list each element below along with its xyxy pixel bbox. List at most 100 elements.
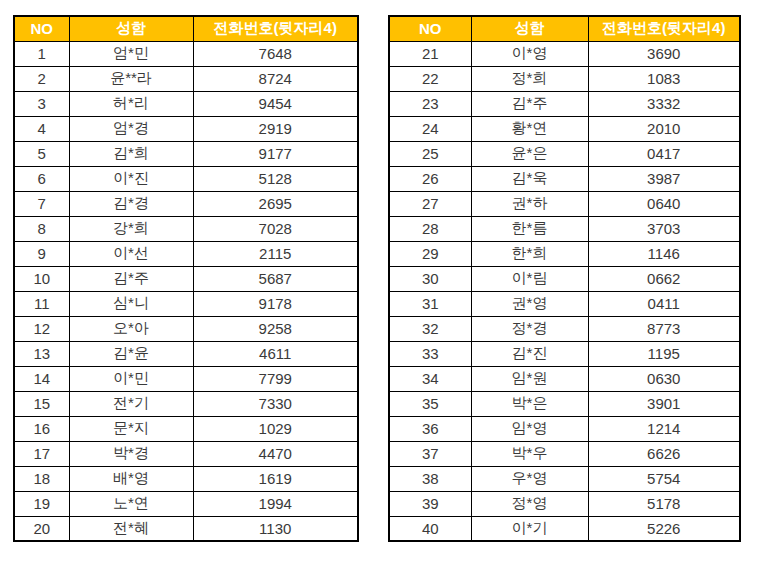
- row-name: 김*희: [69, 141, 193, 166]
- row-name: 오*아: [69, 316, 193, 341]
- row-phone: 7330: [193, 391, 358, 416]
- table-row: 35박*은3901: [389, 391, 740, 416]
- row-name: 권*하: [471, 191, 588, 216]
- row-phone: 3901: [588, 391, 740, 416]
- row-name: 이*선: [69, 241, 193, 266]
- row-name: 김*진: [471, 341, 588, 366]
- row-no: 33: [389, 341, 471, 366]
- row-name: 강*희: [69, 216, 193, 241]
- row-name: 박*우: [471, 441, 588, 466]
- table-row: 32정*경8773: [389, 316, 740, 341]
- row-phone: 6626: [588, 441, 740, 466]
- row-name: 이*영: [471, 41, 588, 66]
- table-row: 6이*진5128: [14, 166, 358, 191]
- row-phone: 2115: [193, 241, 358, 266]
- row-no: 8: [14, 216, 69, 241]
- row-phone: 9177: [193, 141, 358, 166]
- row-name: 윤*은: [471, 141, 588, 166]
- row-phone: 9454: [193, 91, 358, 116]
- row-no: 4: [14, 116, 69, 141]
- row-no: 37: [389, 441, 471, 466]
- row-name: 임*원: [471, 366, 588, 391]
- header-row: NO 성함 전화번호(뒷자리4): [14, 16, 358, 41]
- row-phone: 3332: [588, 91, 740, 116]
- table-row: 14이*민7799: [14, 366, 358, 391]
- row-name: 이*민: [69, 366, 193, 391]
- table-row: 10김*주5687: [14, 266, 358, 291]
- row-no: 34: [389, 366, 471, 391]
- table-row: 30이*림0662: [389, 266, 740, 291]
- row-no: 18: [14, 466, 69, 491]
- row-name: 허*리: [69, 91, 193, 116]
- row-phone: 8773: [588, 316, 740, 341]
- row-phone: 0630: [588, 366, 740, 391]
- table-row: 4엄*경2919: [14, 116, 358, 141]
- row-name: 심*니: [69, 291, 193, 316]
- row-no: 17: [14, 441, 69, 466]
- row-no: 14: [14, 366, 69, 391]
- row-name: 김*경: [69, 191, 193, 216]
- row-name: 한*희: [471, 241, 588, 266]
- attendee-table-left: NO 성함 전화번호(뒷자리4) 1엄*민76482윤**라87243허*리94…: [13, 15, 359, 542]
- row-no: 11: [14, 291, 69, 316]
- row-name: 박*경: [69, 441, 193, 466]
- row-no: 24: [389, 116, 471, 141]
- row-phone: 5128: [193, 166, 358, 191]
- row-phone: 1195: [588, 341, 740, 366]
- table-row: 18배*영1619: [14, 466, 358, 491]
- row-name: 윤**라: [69, 66, 193, 91]
- row-name: 전*혜: [69, 516, 193, 541]
- table-row: 27권*하0640: [389, 191, 740, 216]
- row-name: 권*영: [471, 291, 588, 316]
- table-row: 17박*경4470: [14, 441, 358, 466]
- row-no: 35: [389, 391, 471, 416]
- table-row: 15전*기7330: [14, 391, 358, 416]
- row-phone: 3987: [588, 166, 740, 191]
- row-phone: 5226: [588, 516, 740, 541]
- row-no: 31: [389, 291, 471, 316]
- row-phone: 0662: [588, 266, 740, 291]
- row-phone: 0417: [588, 141, 740, 166]
- table-row: 7김*경2695: [14, 191, 358, 216]
- row-name: 전*기: [69, 391, 193, 416]
- row-phone: 0411: [588, 291, 740, 316]
- row-phone: 3703: [588, 216, 740, 241]
- col-header-no: NO: [389, 16, 471, 41]
- row-phone: 7028: [193, 216, 358, 241]
- row-no: 39: [389, 491, 471, 516]
- row-name: 정*경: [471, 316, 588, 341]
- row-no: 12: [14, 316, 69, 341]
- row-phone: 9258: [193, 316, 358, 341]
- table-row: 22정*희1083: [389, 66, 740, 91]
- row-name: 우*영: [471, 466, 588, 491]
- row-phone: 0640: [588, 191, 740, 216]
- row-phone: 9178: [193, 291, 358, 316]
- row-phone: 7648: [193, 41, 358, 66]
- table-row: 16문*지1029: [14, 416, 358, 441]
- table-row: 36임*영1214: [389, 416, 740, 441]
- row-no: 30: [389, 266, 471, 291]
- row-name: 노*연: [69, 491, 193, 516]
- row-no: 36: [389, 416, 471, 441]
- row-name: 엄*경: [69, 116, 193, 141]
- row-no: 16: [14, 416, 69, 441]
- row-no: 40: [389, 516, 471, 541]
- row-name: 이*진: [69, 166, 193, 191]
- row-no: 9: [14, 241, 69, 266]
- row-name: 정*영: [471, 491, 588, 516]
- row-phone: 3690: [588, 41, 740, 66]
- row-no: 19: [14, 491, 69, 516]
- row-name: 배*영: [69, 466, 193, 491]
- row-no: 22: [389, 66, 471, 91]
- table-row: 2윤**라8724: [14, 66, 358, 91]
- row-phone: 1083: [588, 66, 740, 91]
- row-no: 32: [389, 316, 471, 341]
- row-phone: 8724: [193, 66, 358, 91]
- col-header-phone: 전화번호(뒷자리4): [588, 16, 740, 41]
- col-header-phone: 전화번호(뒷자리4): [193, 16, 358, 41]
- row-name: 문*지: [69, 416, 193, 441]
- row-phone: 4470: [193, 441, 358, 466]
- row-phone: 1130: [193, 516, 358, 541]
- table-row: 3허*리9454: [14, 91, 358, 116]
- table-row: 28한*름3703: [389, 216, 740, 241]
